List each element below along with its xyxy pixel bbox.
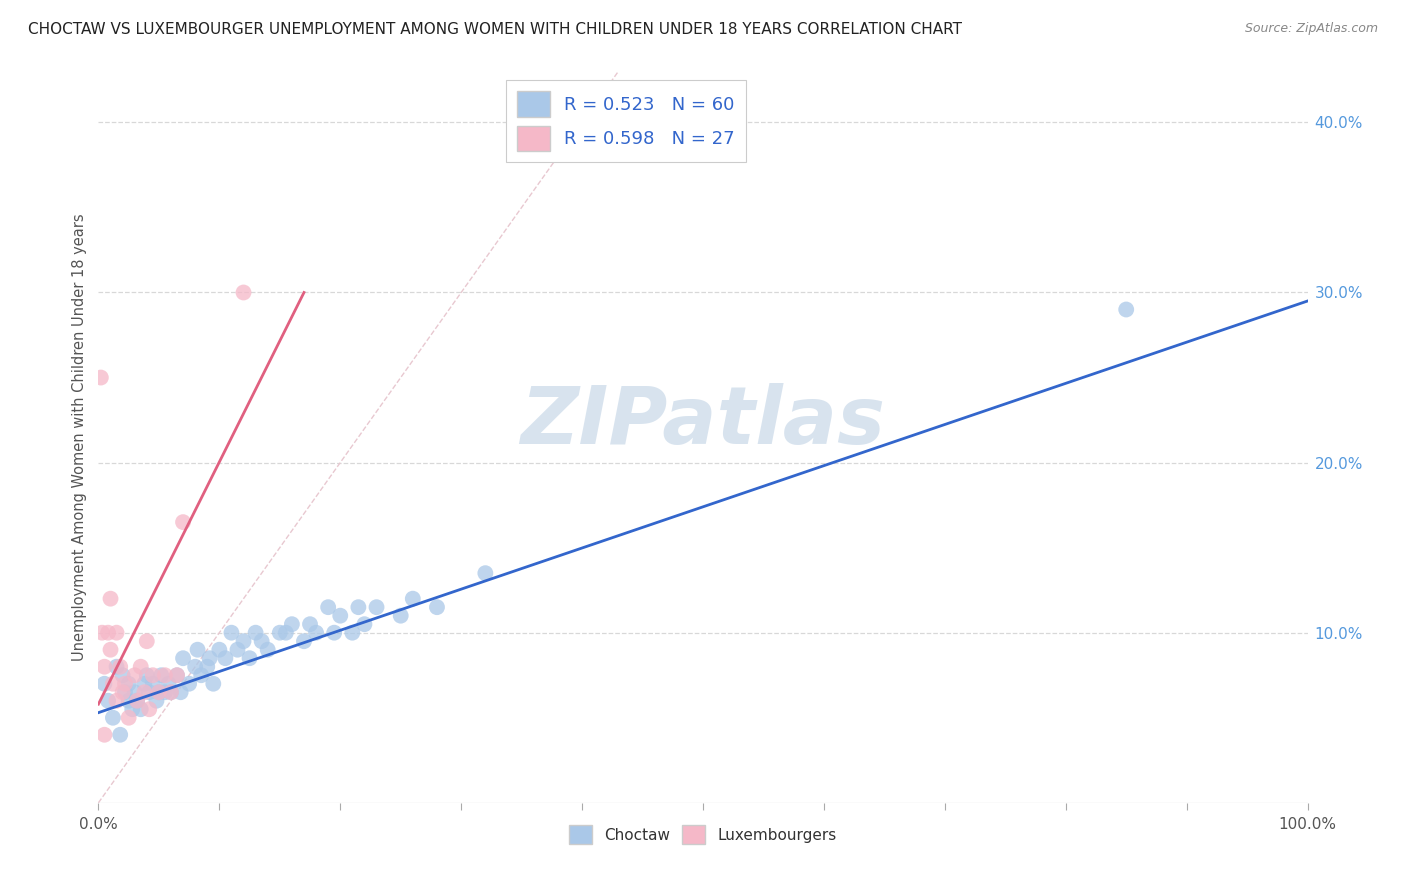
Point (145, 694, 167, 708)
Point (127, 694, 149, 708)
Point (195, 659, 218, 673)
Point (160, 685, 183, 699)
Point (127, 694, 149, 708)
Point (153, 668, 176, 682)
Point (347, 600, 370, 615)
Point (402, 591, 425, 606)
Point (250, 634, 273, 648)
Point (153, 685, 176, 699)
Point (323, 625, 346, 640)
Point (124, 685, 146, 699)
Point (426, 600, 449, 615)
Point (135, 634, 157, 648)
Point (239, 651, 262, 665)
Point (179, 677, 201, 691)
Point (202, 677, 225, 691)
Point (172, 651, 194, 665)
Point (129, 702, 152, 716)
Point (148, 685, 170, 699)
Point (226, 642, 249, 657)
Point (474, 566, 496, 581)
Point (389, 608, 412, 623)
Point (353, 617, 375, 632)
Point (305, 625, 328, 640)
Point (135, 668, 157, 682)
Point (93, 728, 115, 742)
Point (114, 677, 136, 691)
Point (111, 685, 134, 699)
Point (160, 685, 183, 699)
Point (184, 659, 207, 673)
Point (172, 515, 194, 529)
Point (329, 608, 352, 623)
Text: CHOCTAW VS LUXEMBOURGER UNEMPLOYMENT AMONG WOMEN WITH CHILDREN UNDER 18 YEARS CO: CHOCTAW VS LUXEMBOURGER UNEMPLOYMENT AMO… (28, 22, 962, 37)
Point (148, 685, 170, 699)
Point (100, 642, 122, 657)
Point (157, 677, 180, 691)
Point (269, 625, 291, 640)
Y-axis label: Unemployment Among Women with Children Under 18 years: Unemployment Among Women with Children U… (72, 213, 87, 661)
Point (142, 677, 165, 691)
Point (292, 634, 315, 648)
Point (93, 677, 115, 691)
Point (208, 642, 231, 657)
Point (118, 677, 141, 691)
Point (232, 634, 254, 648)
Point (111, 668, 134, 682)
Point (93, 659, 115, 673)
Point (97, 694, 120, 708)
Point (105, 694, 128, 708)
Point (118, 694, 141, 708)
Point (101, 711, 124, 725)
Point (118, 711, 141, 725)
Point (299, 617, 322, 632)
Point (138, 702, 160, 716)
Point (105, 625, 128, 640)
Point (245, 625, 267, 640)
Point (342, 625, 364, 640)
Point (316, 600, 339, 615)
Point (366, 600, 388, 615)
Point (100, 591, 122, 606)
Point (214, 651, 236, 665)
Point (256, 642, 278, 657)
Point (166, 668, 188, 682)
Point (134, 685, 156, 699)
Point (150, 668, 173, 682)
Point (142, 668, 165, 682)
Point (121, 702, 143, 716)
Point (190, 668, 212, 682)
Point (129, 659, 152, 673)
Point (281, 617, 304, 632)
Point (232, 285, 254, 300)
Point (166, 668, 188, 682)
Point (198, 651, 221, 665)
Point (187, 642, 209, 657)
Point (221, 625, 243, 640)
Point (134, 677, 156, 691)
Point (274, 625, 297, 640)
Point (91, 625, 114, 640)
Text: Source: ZipAtlas.com: Source: ZipAtlas.com (1244, 22, 1378, 36)
Point (114, 685, 136, 699)
Point (97, 625, 120, 640)
Point (138, 685, 160, 699)
Point (108, 659, 131, 673)
Text: ZIPatlas: ZIPatlas (520, 384, 886, 461)
Legend: Choctaw, Luxembourgers: Choctaw, Luxembourgers (562, 819, 844, 850)
Point (105, 659, 128, 673)
Point (108, 728, 131, 742)
Point (90, 370, 112, 384)
Point (169, 685, 191, 699)
Point (124, 668, 146, 682)
Point (101, 677, 124, 691)
Point (1115, 302, 1137, 317)
